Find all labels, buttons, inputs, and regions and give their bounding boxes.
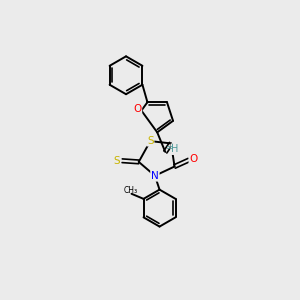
Text: O: O <box>133 104 141 114</box>
Text: S: S <box>147 136 154 146</box>
Text: O: O <box>189 154 198 164</box>
Text: N: N <box>151 171 159 181</box>
Text: S: S <box>114 156 120 166</box>
Text: CH₃: CH₃ <box>123 186 137 195</box>
Text: H: H <box>171 144 179 154</box>
Text: =: = <box>165 143 172 152</box>
